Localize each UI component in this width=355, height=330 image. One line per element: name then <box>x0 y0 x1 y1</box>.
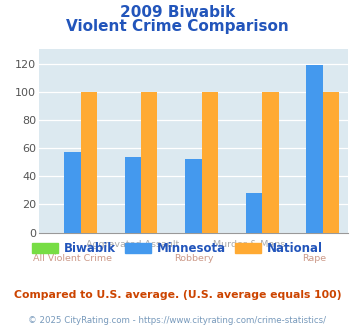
Bar <box>81 92 97 233</box>
Text: Compared to U.S. average. (U.S. average equals 100): Compared to U.S. average. (U.S. average … <box>14 290 341 300</box>
Text: Rape: Rape <box>302 254 327 263</box>
Text: 2009 Biwabik: 2009 Biwabik <box>120 5 235 20</box>
Bar <box>64 152 81 233</box>
Text: Murder & Mans...: Murder & Mans... <box>213 240 295 249</box>
Text: All Violent Crime: All Violent Crime <box>33 254 112 263</box>
Text: Aggravated Assault: Aggravated Assault <box>86 240 180 249</box>
Text: Robbery: Robbery <box>174 254 213 263</box>
Bar <box>202 92 218 233</box>
Bar <box>323 92 339 233</box>
Bar <box>185 159 202 233</box>
Legend: Biwabik, Minnesota, National: Biwabik, Minnesota, National <box>27 237 328 260</box>
Bar <box>306 65 323 233</box>
Bar <box>262 92 279 233</box>
Bar <box>141 92 158 233</box>
Text: Violent Crime Comparison: Violent Crime Comparison <box>66 19 289 34</box>
Bar <box>246 193 262 233</box>
Text: © 2025 CityRating.com - https://www.cityrating.com/crime-statistics/: © 2025 CityRating.com - https://www.city… <box>28 316 327 325</box>
Bar <box>125 156 141 233</box>
